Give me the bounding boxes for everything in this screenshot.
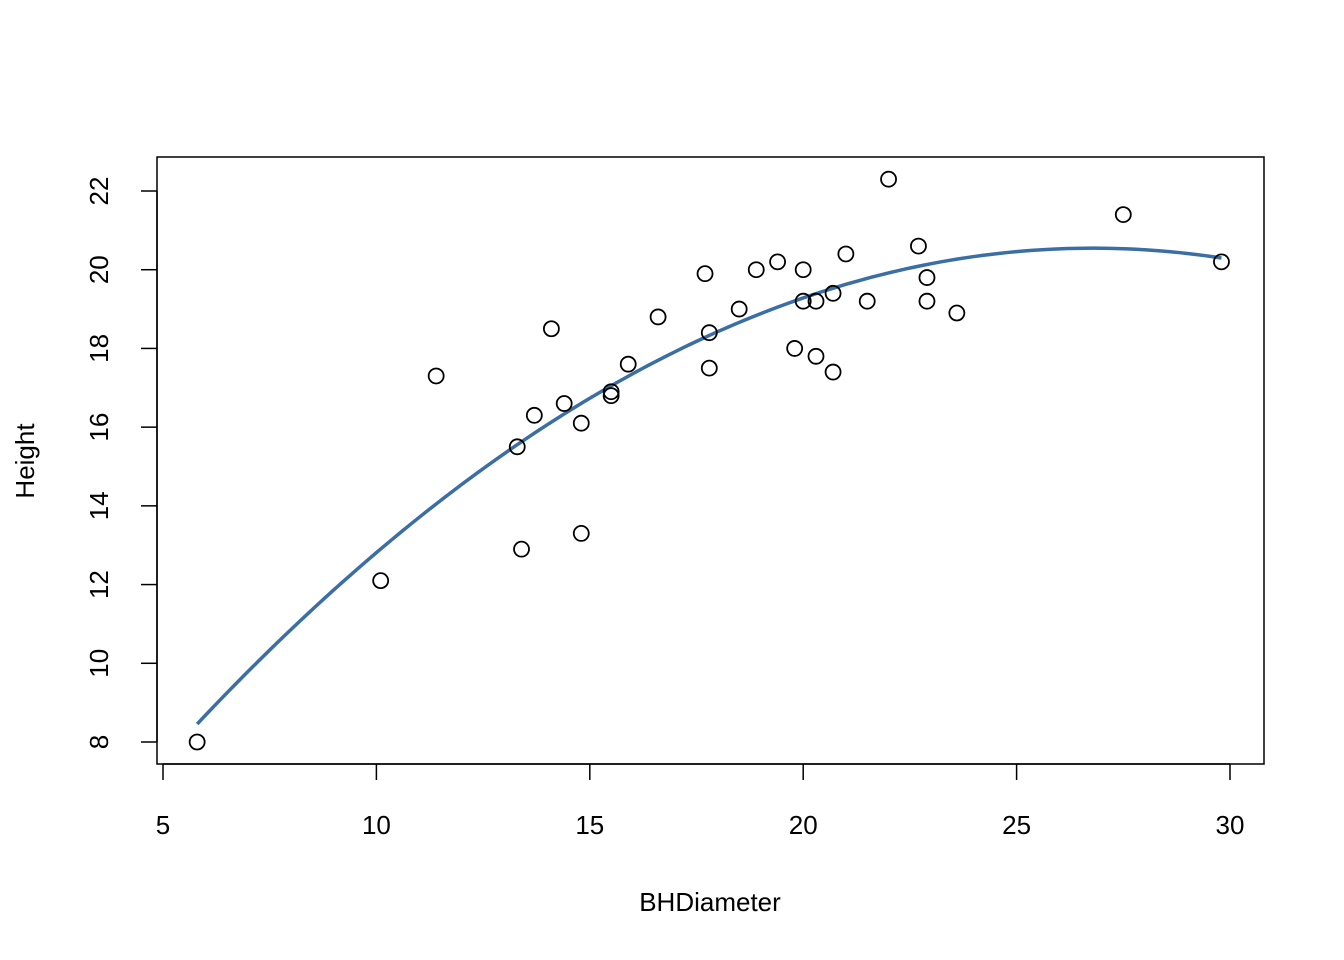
- y-tick-label: 22: [84, 177, 114, 206]
- data-point: [700, 359, 718, 377]
- data-point: [824, 284, 842, 302]
- data-point: [649, 308, 667, 326]
- data-point: [794, 261, 812, 279]
- data-point: [747, 261, 765, 279]
- data-point: [1114, 206, 1132, 224]
- data-point: [508, 438, 526, 456]
- data-point: [572, 525, 590, 542]
- y-axis-title: Height: [10, 423, 40, 499]
- data-point: [880, 170, 897, 188]
- data-point: [807, 292, 825, 310]
- x-tick-label: 15: [575, 810, 604, 840]
- data-point: [910, 237, 927, 255]
- axes: 5 10 15 20 25 30 8 10 12 14 16 18 20 22: [84, 156, 1265, 840]
- data-point: [837, 245, 855, 263]
- data-point: [918, 292, 936, 310]
- plot-area: [188, 170, 1230, 751]
- data-point: [696, 265, 714, 283]
- y-tick-label: 14: [84, 491, 114, 520]
- y-tick-label: 10: [84, 649, 114, 678]
- x-tick-label: 25: [1002, 810, 1031, 840]
- data-point: [572, 414, 590, 432]
- data-point: [786, 340, 804, 357]
- data-point: [858, 292, 876, 310]
- y-tick-label: 18: [84, 334, 114, 363]
- data-point: [188, 733, 206, 751]
- x-axis-title: BHDiameter: [639, 887, 781, 917]
- x-tick-label: 10: [362, 810, 391, 840]
- y-tick-label: 12: [84, 570, 114, 599]
- data-point: [918, 269, 936, 286]
- data-point: [427, 367, 445, 385]
- fitted-curve: [195, 246, 1222, 726]
- data-point: [602, 387, 620, 405]
- data-point: [1213, 253, 1230, 271]
- data-point: [619, 355, 637, 373]
- y-tick-label: 20: [84, 255, 114, 284]
- data-point: [513, 540, 530, 558]
- data-point: [948, 304, 966, 322]
- data-point: [525, 406, 543, 424]
- data-point: [372, 572, 390, 590]
- data-point: [730, 300, 748, 318]
- data-point: [542, 320, 560, 338]
- x-tick-label: 30: [1216, 810, 1245, 840]
- data-point: [700, 324, 718, 342]
- data-point: [769, 253, 786, 271]
- data-point: [824, 363, 842, 381]
- data-point: [807, 347, 825, 365]
- data-point: [555, 395, 573, 412]
- data-point: [602, 383, 620, 401]
- y-tick-label: 16: [84, 413, 114, 442]
- data-point: [794, 292, 812, 310]
- y-tick-label: 8: [84, 735, 114, 749]
- x-tick-label: 20: [789, 810, 818, 840]
- x-tick-label: 5: [156, 810, 170, 840]
